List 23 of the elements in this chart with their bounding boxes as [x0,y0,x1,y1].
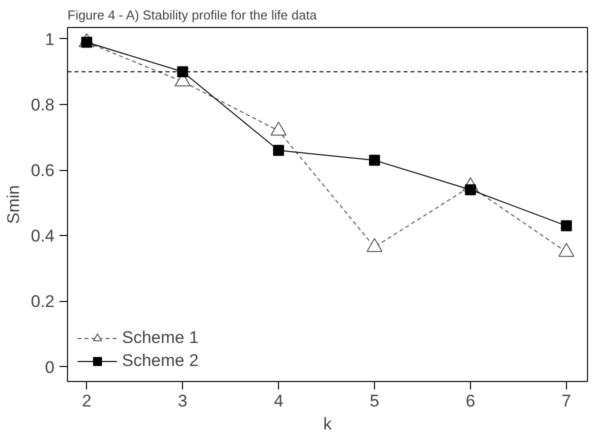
legend-label: Scheme 2 [122,351,199,371]
x-tick-label: 4 [274,392,284,410]
y-tick-label: 0 [45,358,55,377]
point [273,144,284,156]
x-tick-label: 3 [178,392,188,410]
x-tick-label: 5 [370,392,380,410]
point [177,66,188,78]
legend-label: Scheme 1 [122,328,199,348]
chart-title: Figure 4 - A) Stability profile for the life data [68,8,318,22]
x-tick-label: 7 [562,392,572,410]
y-tick-label: 0.4 [30,226,55,246]
y-axis-title: Smin [4,185,23,224]
x-tick-label: 2 [82,392,92,410]
x-tick-label: 6 [466,392,476,410]
point [558,242,574,257]
point [369,154,380,166]
y-tick-label: 0.8 [30,96,55,115]
point [366,238,383,252]
y-tick-label: 1 [45,30,55,49]
point [270,122,287,136]
y-tick-label: 0.2 [30,292,55,312]
y-tick-label: 0.6 [30,161,55,180]
x-axis-title: k [323,414,332,434]
